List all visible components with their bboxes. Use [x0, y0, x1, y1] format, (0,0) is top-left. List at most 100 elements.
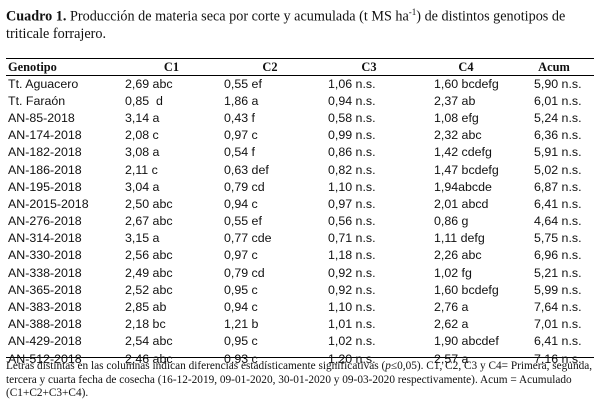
genotipo-cell: Tt. Aguacero — [8, 76, 79, 91]
c2-cell: 0,95 c — [224, 282, 258, 297]
c3-cell: 0,58 n.s. — [328, 110, 376, 125]
genotipo-cell: AN-195-2018 — [8, 179, 82, 194]
c3-cell: 1,06 n.s. — [328, 76, 376, 91]
c2-cell: 0,93 c — [224, 351, 258, 366]
c1-cell: 2,56 abc — [125, 248, 173, 263]
c1-cell: 2,69 abc — [125, 76, 173, 91]
c2-cell: 0,43 f — [224, 110, 256, 125]
genotipo-cell: AN-174-2018 — [8, 128, 82, 143]
table-header-row: Genotipo C1 C2 C3 C4 Acum — [6, 60, 594, 75]
header-acum: Acum — [538, 60, 570, 74]
genotipo-cell: AN-512-2018 — [8, 351, 82, 366]
c2-cell: 0,63 def — [224, 162, 269, 177]
footnote-text: Letras distintas en las columnas indican… — [6, 360, 386, 372]
header-c4: C4 — [458, 60, 474, 74]
table-row: AN-338-2018 2,49 abc 0,79 cd 0,92 n.s. 1,02 … — [6, 264, 594, 281]
c2-cell: 0,97 c — [224, 248, 258, 263]
c4-cell: 1,02 fg — [434, 265, 472, 280]
c2-cell: 0,77 cde — [224, 231, 272, 246]
acum-cell: 5,21 n.s. — [534, 265, 582, 280]
table-row: AN-314-2018 3,15 a 0,77 cde 0,71 n.s. 1,11 d… — [6, 230, 594, 247]
c2-cell: 1,86 a — [224, 93, 259, 108]
table-row: AN-182-2018 3,08 a 0,54 f 0,86 n.s. 1,42 cde… — [6, 144, 594, 161]
c2-cell: 0,97 c — [224, 128, 258, 143]
acum-cell: 5,75 n.s. — [534, 231, 582, 246]
c4-cell: 2,57 a — [434, 351, 469, 366]
genotipo-cell: AN-429-2018 — [8, 334, 82, 349]
c4-cell: 1,60 bcdefg — [434, 76, 499, 91]
c2-cell: 0,94 c — [224, 300, 258, 315]
header-c2: C2 — [262, 60, 278, 74]
genotipo-cell: AN-85-2018 — [8, 110, 75, 125]
genotipo-cell: AN-182-2018 — [8, 145, 82, 160]
c4-cell: 1,60 bcdefg — [434, 282, 499, 297]
acum-cell: 5,99 n.s. — [534, 282, 582, 297]
table-row: AN-186-2018 2,11 c 0,63 def 0,82 n.s. 1,47 b… — [6, 161, 594, 178]
genotipo-cell: AN-2015-2018 — [8, 196, 89, 211]
table-row: AN-388-2018 2,18 bc 1,21 b 1,01 n.s. 2,62 a 7… — [6, 316, 594, 333]
c3-cell: 1,01 n.s. — [328, 317, 376, 332]
c4-cell: 2,26 abc — [434, 248, 482, 263]
acum-cell: 6,41 n.s. — [534, 196, 582, 211]
data-table: Genotipo C1 C2 C3 C4 Acum Tt. Aguacero 2,… — [6, 60, 594, 367]
genotipo-cell: AN-388-2018 — [8, 317, 82, 332]
c3-cell: 0,92 n.s. — [328, 265, 376, 280]
table-row: AN-383-2018 2,85 ab 0,94 c 1,10 n.s. 2,76 a 7… — [6, 298, 594, 315]
genotipo-cell: AN-383-2018 — [8, 300, 82, 315]
c4-cell: 0,86 g — [434, 214, 469, 229]
header-genotipo: Genotipo — [8, 60, 57, 74]
genotipo-cell: AN-338-2018 — [8, 265, 82, 280]
acum-cell: 6,41 n.s. — [534, 334, 582, 349]
c3-cell: 0,92 n.s. — [328, 282, 376, 297]
table-bottom-rule — [6, 357, 594, 358]
c4-cell: 1,42 cdefg — [434, 145, 492, 160]
header-rule — [6, 75, 594, 76]
c4-cell: 1,08 efg — [434, 110, 479, 125]
genotipo-cell: AN-276-2018 — [8, 214, 82, 229]
table-top-rule — [6, 58, 594, 59]
caption-text-end: ) de distintos genotipos de triticale fo… — [6, 8, 566, 42]
c1-cell: 2,46 abc — [125, 351, 173, 366]
c4-cell: 1,11 defg — [434, 231, 485, 246]
genotipo-cell: AN-330-2018 — [8, 248, 82, 263]
acum-cell: 6,01 n.s. — [534, 93, 582, 108]
c3-cell: 0,86 n.s. — [328, 145, 376, 160]
table-row: AN-330-2018 2,56 abc 0,97 c 1,18 n.s. 2,26 a… — [6, 247, 594, 264]
genotipo-cell: AN-314-2018 — [8, 231, 82, 246]
c1-cell: 3,04 a — [125, 179, 160, 194]
c3-cell: 0,56 n.s. — [328, 214, 376, 229]
header-c3: C3 — [361, 60, 377, 74]
c3-cell: 1,20 n.s. — [328, 351, 376, 366]
c2-cell: 1,21 b — [224, 317, 259, 332]
c1-cell: 2,11 c — [125, 162, 158, 177]
c2-cell: 0,55 ef — [224, 214, 262, 229]
c1-cell: 2,85 ab — [125, 300, 167, 315]
c1-cell: 2,50 abc — [125, 196, 173, 211]
table-caption: Cuadro 1. Producción de materia seca por… — [6, 4, 594, 43]
c4-cell: 2,01 abcd — [434, 196, 489, 211]
genotipo-cell: AN-186-2018 — [8, 162, 82, 177]
caption-superscript: -1 — [408, 7, 417, 17]
c1-cell: 3,15 a — [125, 231, 160, 246]
acum-cell: 6,87 n.s. — [534, 179, 582, 194]
c4-cell: 1,90 abcdef — [434, 334, 499, 349]
c2-cell: 0,79 cd — [224, 179, 265, 194]
c4-cell: 2,37 ab — [434, 93, 476, 108]
caption-label: Cuadro 1. — [6, 8, 67, 25]
c4-cell: 1,47 bcdefg — [434, 162, 499, 177]
table-row: AN-365-2018 2,52 abc 0,95 c 0,92 n.s. 1,60 b… — [6, 281, 594, 298]
c1-cell: 0,85 d — [125, 93, 163, 108]
table-row: AN-195-2018 3,04 a 0,79 cd 1,10 n.s. 1,94abc… — [6, 178, 594, 195]
c4-cell: 2,32 abc — [434, 128, 482, 143]
c1-cell: 2,08 c — [125, 128, 159, 143]
c3-cell: 1,18 n.s. — [328, 248, 376, 263]
acum-cell: 5,90 n.s. — [534, 76, 582, 91]
c2-cell: 0,95 c — [224, 334, 258, 349]
c4-cell: 2,62 a — [434, 317, 469, 332]
c3-cell: 1,10 n.s. — [328, 179, 376, 194]
c3-cell: 0,71 n.s. — [328, 231, 376, 246]
acum-cell: 5,02 n.s. — [534, 162, 582, 177]
c4-cell: 2,76 a — [434, 300, 469, 315]
table-footnote: Letras distintas en las columnas indican… — [6, 360, 594, 401]
caption-text: Producción de materia seca por corte y a… — [66, 8, 409, 25]
